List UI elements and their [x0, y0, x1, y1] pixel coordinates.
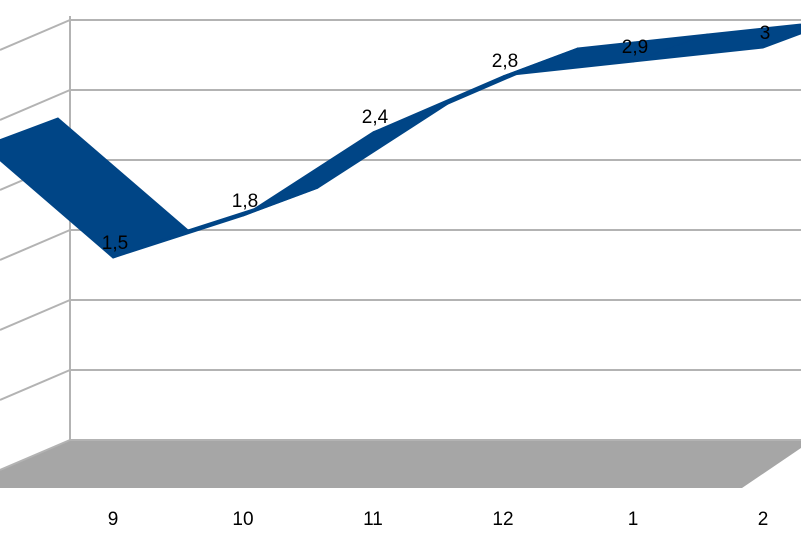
x-tick-label: 12	[492, 509, 513, 530]
data-label: 2,9	[622, 37, 648, 58]
x-tick-label: 10	[232, 509, 253, 530]
side-grid-line	[0, 229, 71, 261]
side-grid-line	[0, 439, 71, 471]
data-label: 2,4	[362, 107, 389, 128]
x-tick-label: 9	[108, 509, 119, 530]
side-grid-line	[0, 299, 71, 331]
data-label: 3	[760, 23, 771, 44]
x-tick-label: 2	[758, 509, 769, 530]
data-label: 1,5	[102, 233, 128, 254]
side-grid-line	[0, 369, 71, 401]
side-grid-line	[0, 89, 71, 121]
data-label: 1,8	[232, 191, 258, 212]
x-tick-label: 11	[363, 509, 383, 530]
ribbon-segment	[0, 117, 189, 259]
ribbon-segment	[632, 23, 801, 63]
floor	[0, 440, 801, 488]
x-tick-label: 1	[628, 509, 639, 530]
side-grid-line	[0, 19, 71, 51]
data-label: 2,8	[492, 51, 518, 72]
